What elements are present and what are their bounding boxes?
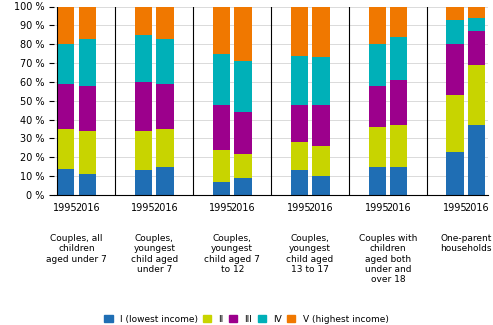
- Bar: [369, 167, 386, 195]
- Bar: [390, 80, 408, 125]
- Bar: [156, 39, 174, 84]
- Text: Couples,
youngest
child aged
13 to 17: Couples, youngest child aged 13 to 17: [286, 234, 334, 274]
- Bar: [291, 171, 308, 195]
- Text: One-parent
households: One-parent households: [440, 234, 492, 253]
- Bar: [57, 6, 74, 44]
- Bar: [390, 37, 408, 80]
- Bar: [447, 20, 464, 44]
- Bar: [369, 127, 386, 167]
- Bar: [78, 174, 96, 195]
- Bar: [212, 182, 230, 195]
- Bar: [212, 105, 230, 150]
- Text: Couples with
children
aged both
under and
over 18: Couples with children aged both under an…: [359, 234, 417, 284]
- Bar: [312, 58, 330, 105]
- Bar: [291, 142, 308, 171]
- Bar: [291, 6, 308, 56]
- Bar: [135, 131, 152, 171]
- Text: Couples,
youngest
child aged 7
to 12: Couples, youngest child aged 7 to 12: [204, 234, 260, 274]
- Bar: [156, 84, 174, 129]
- Bar: [234, 112, 251, 153]
- Bar: [57, 44, 74, 84]
- Bar: [156, 167, 174, 195]
- Bar: [468, 65, 486, 125]
- Bar: [369, 44, 386, 86]
- Bar: [390, 167, 408, 195]
- Bar: [78, 131, 96, 174]
- Bar: [78, 6, 96, 39]
- Bar: [468, 31, 486, 65]
- Legend: I (lowest income), II, III, IV, V (highest income): I (lowest income), II, III, IV, V (highe…: [105, 315, 388, 324]
- Bar: [57, 169, 74, 195]
- Bar: [78, 86, 96, 131]
- Bar: [312, 176, 330, 195]
- Bar: [369, 86, 386, 127]
- Bar: [291, 105, 308, 142]
- Bar: [57, 129, 74, 169]
- Bar: [234, 153, 251, 178]
- Bar: [135, 35, 152, 82]
- Bar: [135, 6, 152, 35]
- Bar: [135, 171, 152, 195]
- Bar: [156, 6, 174, 39]
- Bar: [468, 18, 486, 31]
- Bar: [447, 6, 464, 20]
- Bar: [57, 84, 74, 129]
- Bar: [447, 44, 464, 95]
- Bar: [212, 54, 230, 105]
- Bar: [312, 105, 330, 146]
- Bar: [447, 152, 464, 195]
- Bar: [468, 125, 486, 195]
- Bar: [312, 146, 330, 176]
- Bar: [447, 95, 464, 152]
- Bar: [390, 6, 408, 37]
- Bar: [468, 6, 486, 18]
- Bar: [78, 39, 96, 86]
- Bar: [234, 61, 251, 112]
- Bar: [212, 6, 230, 54]
- Bar: [234, 6, 251, 61]
- Bar: [369, 6, 386, 44]
- Bar: [234, 178, 251, 195]
- Bar: [390, 125, 408, 167]
- Bar: [291, 56, 308, 105]
- Bar: [156, 129, 174, 167]
- Bar: [312, 6, 330, 58]
- Bar: [212, 150, 230, 182]
- Text: Couples,
youngest
child aged
under 7: Couples, youngest child aged under 7: [131, 234, 178, 274]
- Text: Couples, all
children
aged under 7: Couples, all children aged under 7: [46, 234, 107, 264]
- Bar: [135, 82, 152, 131]
